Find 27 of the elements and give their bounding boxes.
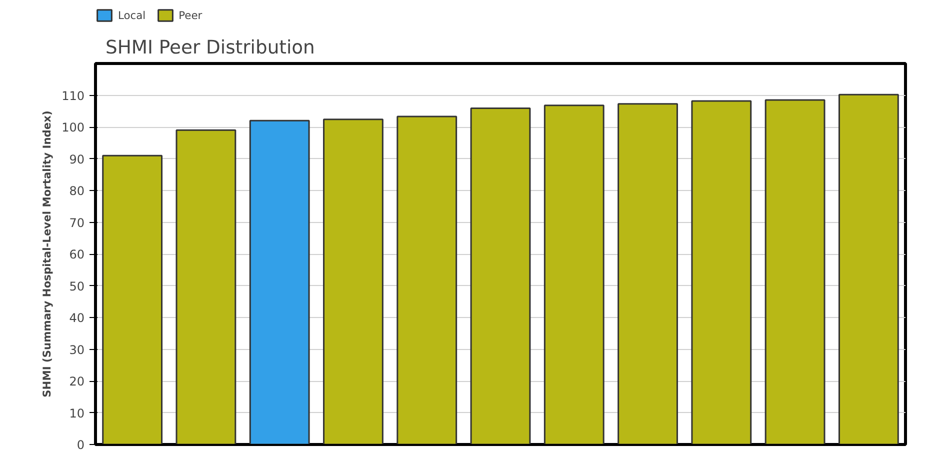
y-tick-label: 80 xyxy=(69,184,85,198)
chart-title: SHMI Peer Distribution xyxy=(106,38,315,58)
y-tick-label: 20 xyxy=(69,374,85,388)
y-tick-label: 30 xyxy=(69,342,85,357)
y-axis-title: SHMI (Summary Hospital-Level Mortality Index) xyxy=(40,110,54,398)
bar xyxy=(691,100,752,444)
y-tick-label: 10 xyxy=(69,406,85,420)
bar xyxy=(764,99,826,444)
bar xyxy=(838,94,899,444)
bar xyxy=(176,129,236,444)
legend-label: Local xyxy=(118,8,146,22)
bar xyxy=(618,103,678,444)
y-tick-label: 110 xyxy=(62,88,84,103)
y-tick-label: 90 xyxy=(69,152,85,166)
y-tick-label: 40 xyxy=(69,311,85,325)
bar xyxy=(470,108,531,444)
y-tick-label: 70 xyxy=(69,216,85,230)
y-tick-label: 60 xyxy=(69,248,85,262)
y-tick-label: 50 xyxy=(69,279,85,294)
bar xyxy=(396,116,458,444)
bar xyxy=(249,120,310,444)
bar xyxy=(102,154,163,444)
bar xyxy=(323,118,384,444)
y-tick-label: 0 xyxy=(76,438,85,452)
bar xyxy=(544,104,604,444)
legend-label: Peer xyxy=(178,8,202,22)
y-tick-label: 100 xyxy=(62,120,84,134)
